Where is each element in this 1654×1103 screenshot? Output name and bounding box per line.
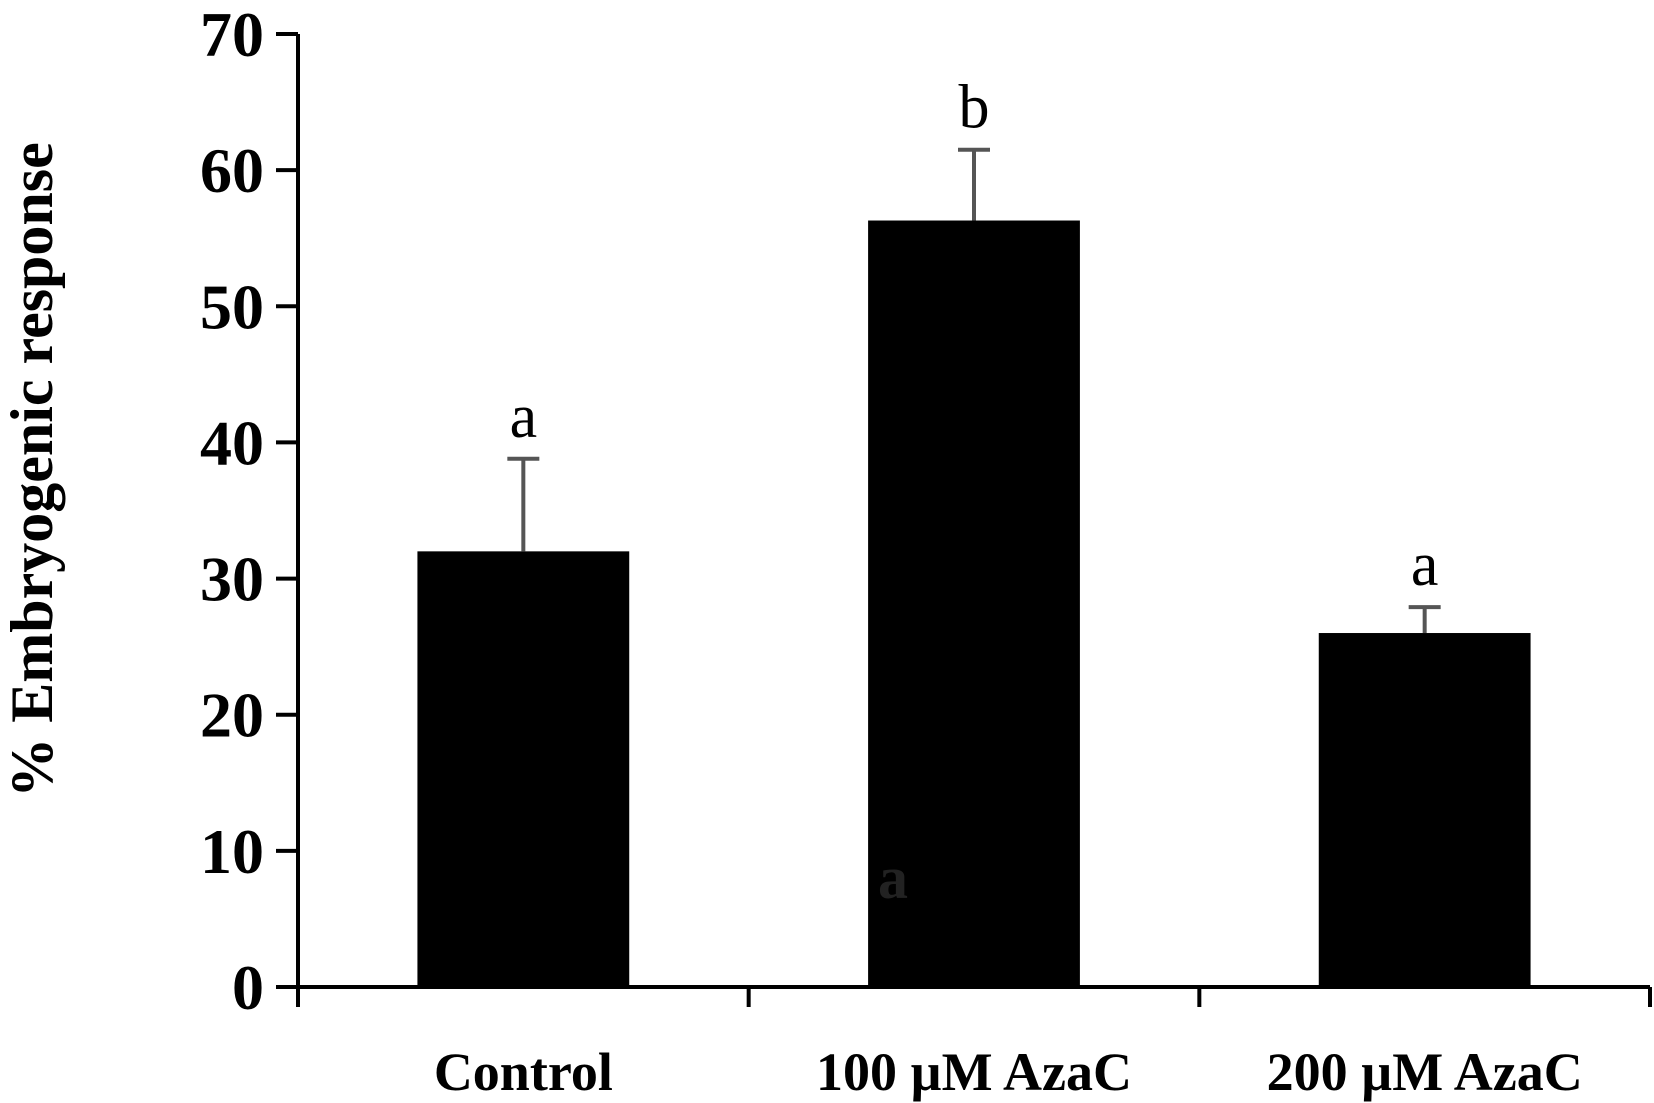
x-category-label: 200 µM AzaC xyxy=(1267,1042,1583,1102)
overlay-letter: a xyxy=(878,845,908,911)
y-tick-label: 30 xyxy=(200,544,264,615)
y-tick-label: 20 xyxy=(200,680,264,751)
y-tick-label: 50 xyxy=(200,271,264,342)
significance-labels: a b a xyxy=(510,74,1439,599)
y-tick-label: 70 xyxy=(200,0,264,70)
x-category-label: 100 µM AzaC xyxy=(816,1042,1132,1102)
y-axis: 0 10 20 30 40 50 60 70 xyxy=(200,0,300,1023)
y-axis-title: % Embryogenic response xyxy=(0,142,65,798)
y-tick-label: 10 xyxy=(200,816,264,887)
y-tick-label: 40 xyxy=(200,407,264,478)
error-bars xyxy=(507,147,1441,634)
bar xyxy=(417,551,630,987)
significance-letter: a xyxy=(510,383,538,451)
significance-letter: b xyxy=(959,74,990,142)
x-category-label: Control xyxy=(434,1042,613,1102)
bar xyxy=(1318,633,1531,987)
bar xyxy=(868,220,1080,987)
bars xyxy=(417,220,1531,987)
x-axis: Control 100 µM AzaC 200 µM AzaC xyxy=(296,985,1652,1102)
y-tick-label: 60 xyxy=(200,135,264,206)
y-tick-label: 0 xyxy=(232,952,264,1023)
significance-letter: a xyxy=(1411,531,1439,599)
